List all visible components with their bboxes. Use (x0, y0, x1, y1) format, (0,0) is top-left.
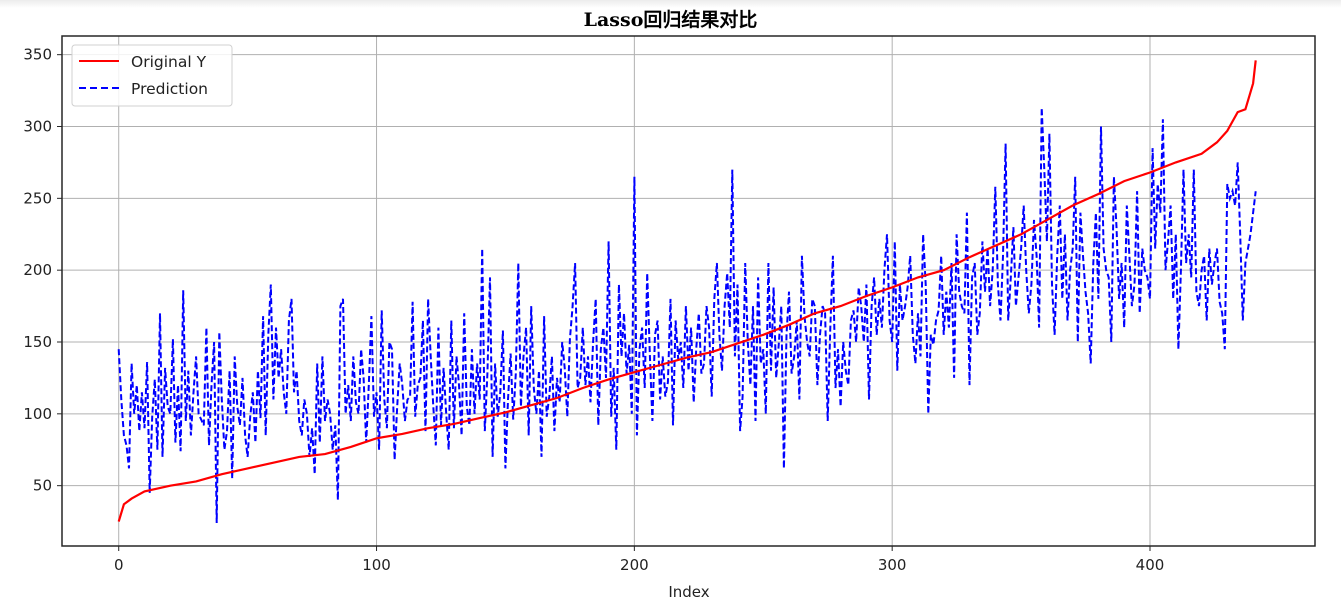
plot-series (117, 60, 1257, 524)
chart-title: Lasso回归结果对比 (583, 9, 758, 31)
y-tick-label: 200 (23, 261, 52, 279)
y-tick-label: 100 (23, 405, 52, 423)
y-tick-label: 150 (23, 333, 52, 351)
x-tick-label: 300 (878, 556, 907, 574)
x-tick-label: 100 (362, 556, 391, 574)
original-y-line (117, 60, 1257, 522)
y-tick-label: 50 (33, 477, 52, 495)
y-tick-label: 300 (23, 118, 52, 136)
x-axis-label: Index (668, 583, 709, 601)
window-top-band (0, 0, 1341, 8)
grid-lines (62, 36, 1315, 546)
legend: Original Y Prediction (71, 44, 233, 107)
axes-frame (61, 35, 1316, 547)
prediction-line (117, 107, 1257, 524)
y-tick-label: 250 (23, 189, 52, 207)
y-tick-label: 350 (23, 46, 52, 64)
legend-label-original: Original Y (131, 53, 207, 71)
x-tick-label: 400 (1136, 556, 1165, 574)
axis-ticks: 0 100 200 300 400 50 100 150 200 250 300 350 (23, 46, 1164, 574)
legend-label-prediction: Prediction (131, 80, 208, 98)
x-tick-label: 0 (114, 556, 124, 574)
x-tick-label: 200 (620, 556, 649, 574)
